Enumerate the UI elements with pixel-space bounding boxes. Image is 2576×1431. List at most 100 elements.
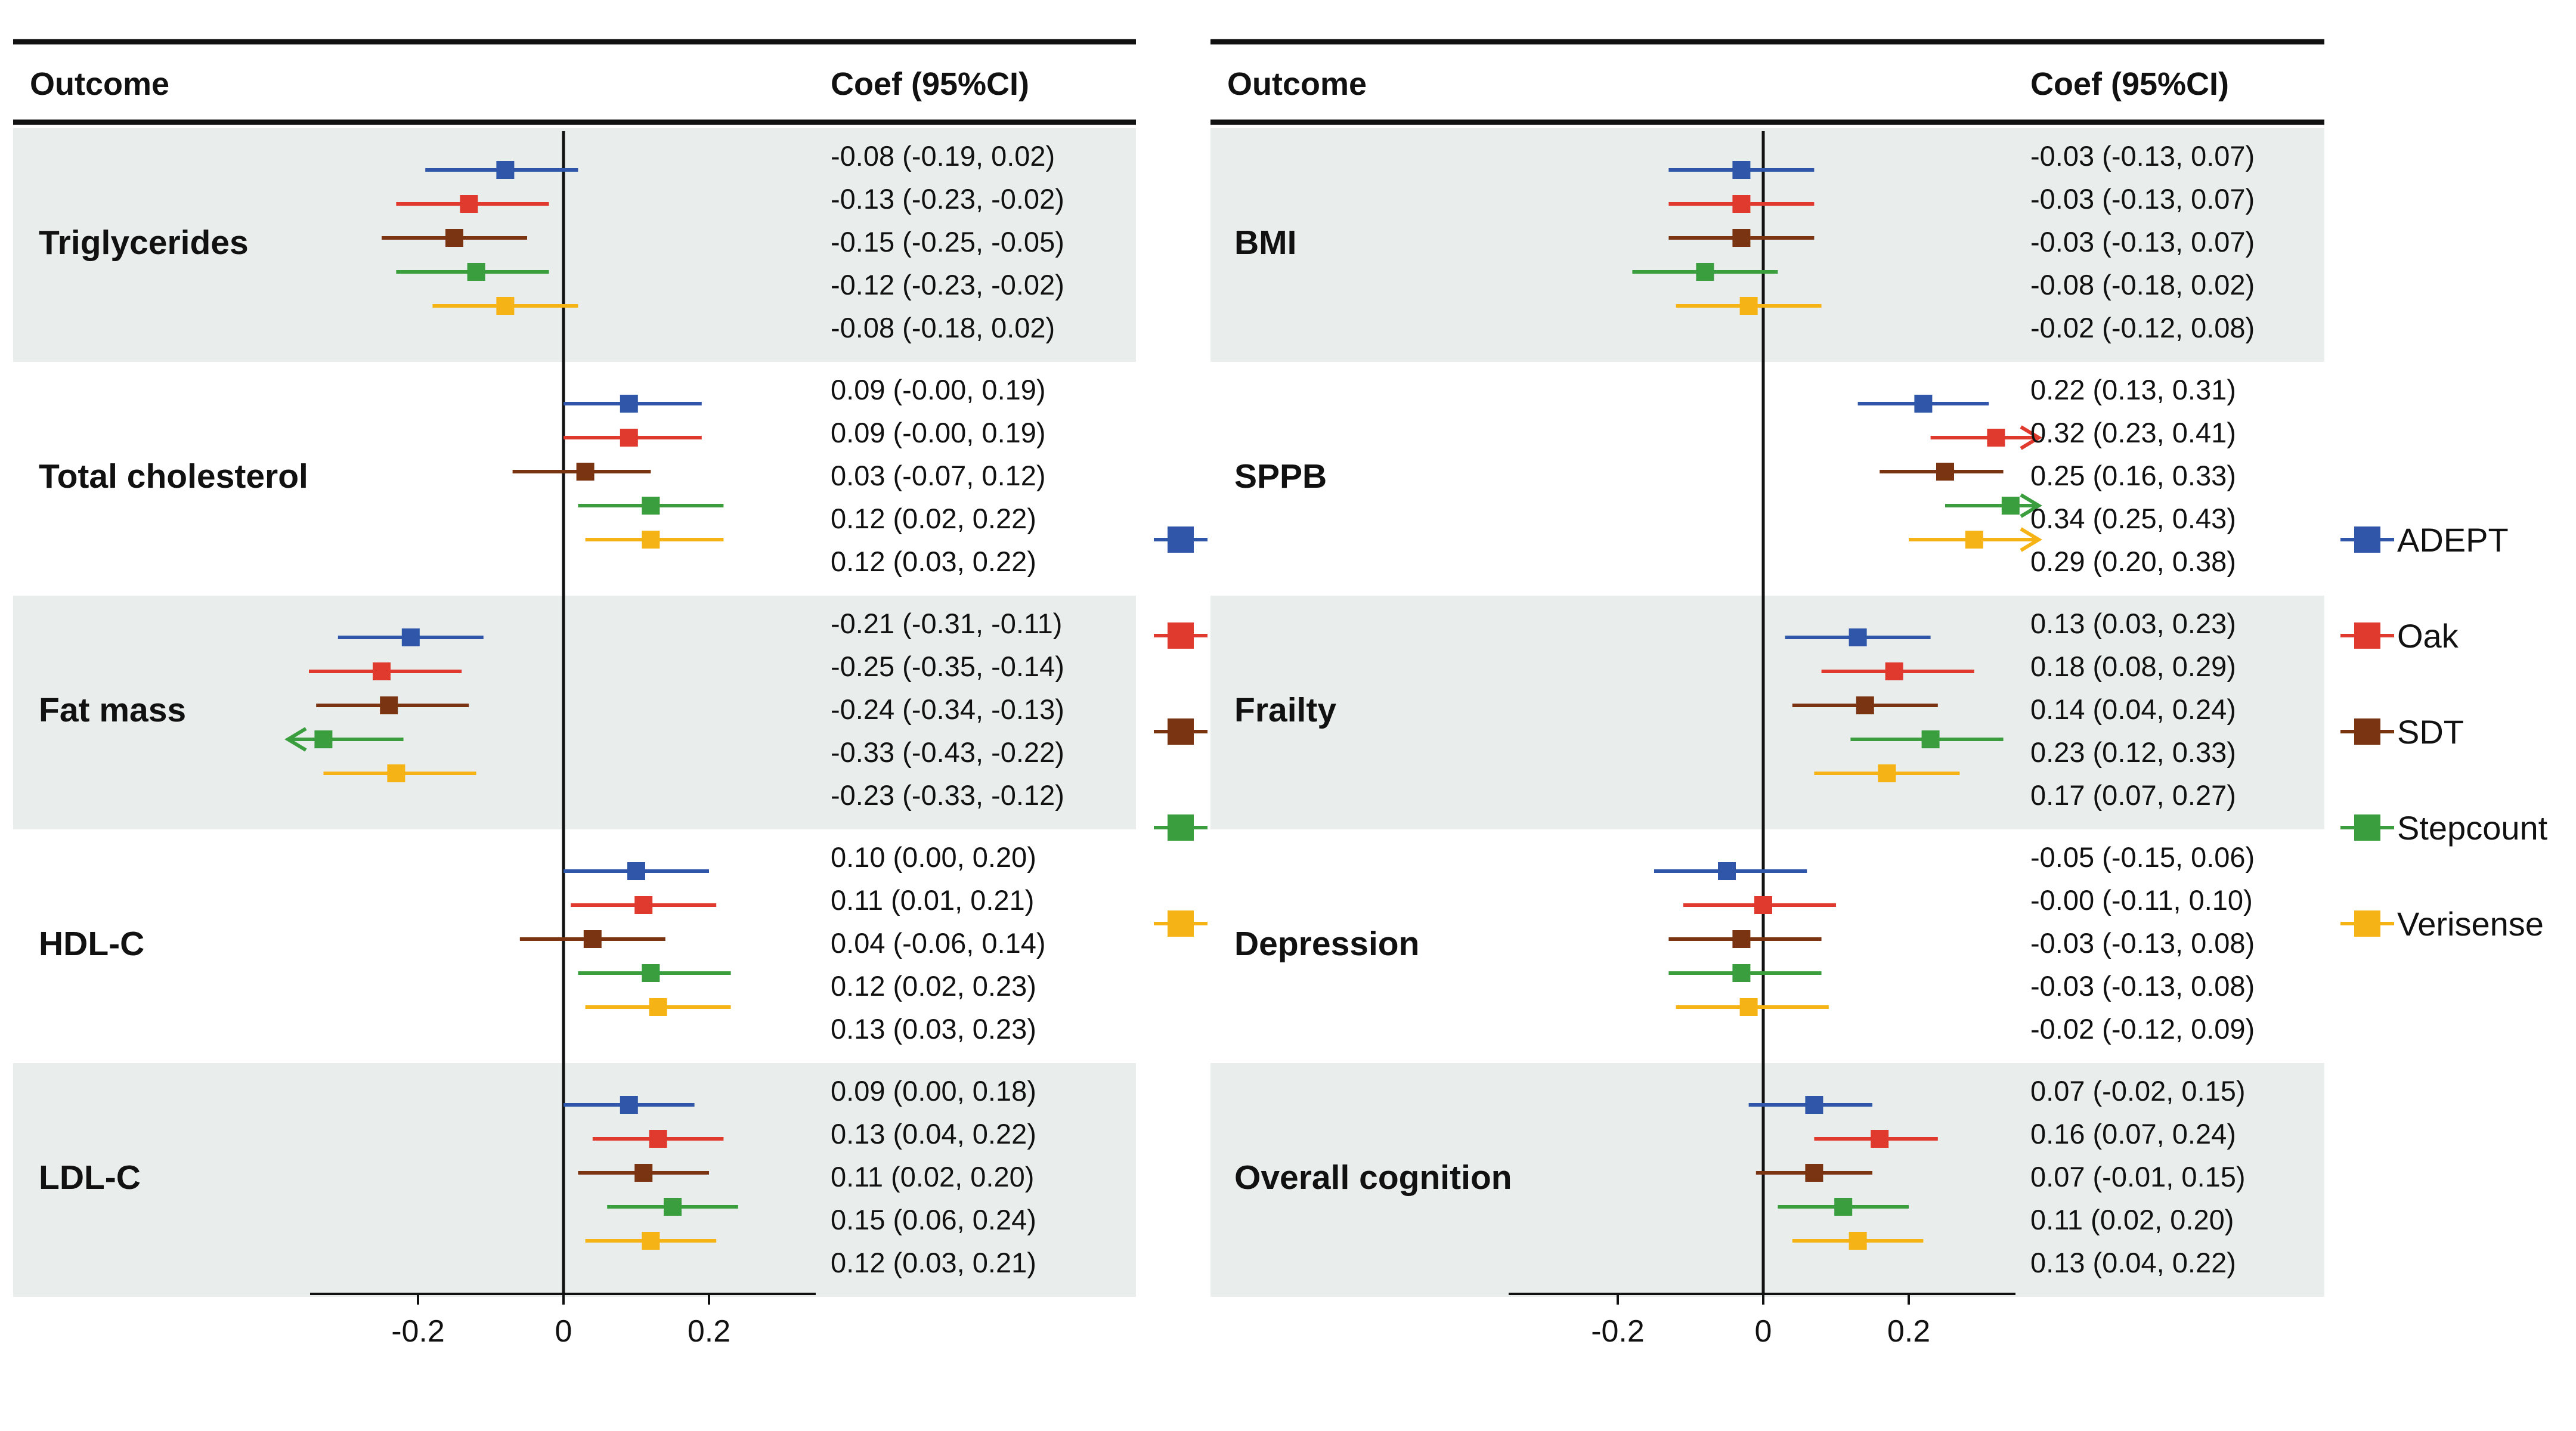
- coef-label: 0.32 (0.23, 0.41): [2030, 417, 2236, 448]
- point-estimate: [642, 531, 660, 549]
- coef-label: -0.13 (-0.23, -0.02): [831, 183, 1064, 215]
- outcome-label: BMI: [1234, 224, 1296, 262]
- ci-stepcount: [1778, 1198, 1909, 1216]
- point-estimate: [649, 1130, 667, 1148]
- coef-label: -0.00 (-0.11, 0.10): [2030, 884, 2253, 916]
- legend: ADEPT Oak SDT Stepcount Verisense: [2340, 521, 2548, 943]
- coef-label: 0.11 (0.01, 0.21): [831, 884, 1034, 916]
- point-estimate: [634, 1164, 653, 1182]
- point-estimate: [1914, 395, 1933, 413]
- point-estimate: [1732, 195, 1751, 213]
- ci-verisense: [1814, 764, 1960, 782]
- coef-label: -0.33 (-0.43, -0.22): [831, 736, 1064, 768]
- legend-item-verisense: Verisense: [2340, 905, 2544, 943]
- legend-key-sdt: [1154, 718, 1208, 745]
- point-estimate: [576, 463, 595, 481]
- legend-label: Verisense: [2397, 905, 2544, 943]
- coef-label: 0.12 (0.03, 0.22): [831, 546, 1036, 577]
- point-estimate: [1856, 696, 1874, 714]
- ci-sdt: [1792, 696, 1938, 714]
- ci-verisense: [1909, 527, 2042, 552]
- coef-label: 0.14 (0.04, 0.24): [2030, 693, 2236, 725]
- legend-key-center: [1154, 526, 1208, 937]
- point-estimate: [496, 161, 515, 179]
- ci-adept: [564, 395, 702, 413]
- header-outcome: Outcome: [1227, 66, 1367, 102]
- ci-verisense: [1676, 998, 1829, 1016]
- legend-key-swatch: [1168, 622, 1194, 649]
- ci-verisense: [585, 1232, 717, 1250]
- ci-verisense: [585, 531, 724, 549]
- coef-label: 0.13 (0.04, 0.22): [831, 1118, 1036, 1150]
- point-estimate: [634, 896, 653, 914]
- outcome-ldl-c: LDL-C 0.09 (0.00, 0.18) 0.13 (0.04, 0.22) 0…: [39, 1075, 1036, 1278]
- header-coef: Coef (95%CI): [831, 66, 1029, 102]
- ci-oak: [309, 662, 462, 680]
- legend-swatch: [2354, 526, 2380, 553]
- ci-oak: [1668, 195, 1815, 213]
- point-estimate: [1871, 1130, 1889, 1148]
- ci-stepcount: [1850, 730, 2004, 748]
- coef-label: -0.24 (-0.34, -0.13): [831, 693, 1064, 725]
- ci-sdt: [1668, 229, 1815, 247]
- outcome-hdl-c: HDL-C 0.10 (0.00, 0.20) 0.11 (0.01, 0.21) 0…: [39, 841, 1046, 1045]
- legend-key-verisense: [1154, 910, 1208, 937]
- outcome-band-triglycerides: [13, 128, 1136, 362]
- point-estimate: [1849, 628, 1867, 646]
- x-tick-label: 0.2: [688, 1314, 730, 1349]
- coef-label: 0.13 (0.03, 0.23): [831, 1013, 1036, 1045]
- x-tick-label: 0: [1755, 1314, 1772, 1349]
- ci-verisense: [1792, 1232, 1924, 1250]
- legend-swatch: [2354, 910, 2380, 937]
- point-estimate: [1885, 662, 1903, 680]
- ci-verisense: [585, 998, 731, 1016]
- outcome-total-cholesterol: Total cholesterol 0.09 (-0.00, 0.19) 0.09 …: [39, 374, 1046, 577]
- outcome-label: Total cholesterol: [39, 457, 308, 495]
- coef-label: 0.22 (0.13, 0.31): [2030, 374, 2236, 405]
- legend-item-stepcount: Stepcount: [2340, 809, 2548, 847]
- x-tick-label: 0: [555, 1314, 572, 1349]
- legend-key-swatch: [1168, 814, 1194, 841]
- coef-label: 0.04 (-0.06, 0.14): [831, 927, 1046, 959]
- point-estimate: [642, 964, 660, 982]
- ci-stepcount: [1668, 964, 1822, 982]
- outcome-label: Depression: [1234, 925, 1419, 963]
- point-estimate: [1878, 764, 1896, 782]
- ci-arrow-left: [284, 727, 307, 752]
- outcome-label: Frailty: [1234, 691, 1336, 729]
- point-estimate: [467, 263, 485, 281]
- point-estimate: [1805, 1164, 1823, 1182]
- point-estimate: [373, 662, 391, 680]
- point-estimate: [649, 998, 667, 1016]
- outcome-frailty: Frailty 0.13 (0.03, 0.23) 0.18 (0.08, 0.29…: [1234, 608, 2236, 811]
- ci-adept: [564, 862, 709, 880]
- legend-label: Oak: [2397, 617, 2459, 655]
- coef-label: -0.02 (-0.12, 0.08): [2030, 312, 2255, 343]
- point-estimate: [387, 764, 405, 782]
- coef-label: -0.12 (-0.23, -0.02): [831, 269, 1064, 301]
- ci-stepcount: [1945, 493, 2042, 518]
- point-estimate: [445, 229, 463, 247]
- coef-label: -0.25 (-0.35, -0.14): [831, 651, 1064, 682]
- point-estimate: [583, 930, 602, 948]
- coef-label: 0.10 (0.00, 0.20): [831, 841, 1036, 873]
- outcome-label: Overall cognition: [1234, 1159, 1512, 1197]
- legend-swatch: [2354, 718, 2380, 745]
- legend-key-swatch: [1168, 526, 1194, 553]
- ci-oak: [1683, 896, 1836, 914]
- point-estimate: [664, 1198, 682, 1216]
- point-estimate: [2001, 497, 2020, 515]
- outcome-band-fat-mass: [13, 596, 1136, 829]
- ci-oak: [564, 429, 702, 447]
- ci-oak: [396, 195, 549, 213]
- x-tick-label: 0.2: [1887, 1314, 1930, 1349]
- coef-label: -0.23 (-0.33, -0.12): [831, 779, 1064, 811]
- coef-label: 0.03 (-0.07, 0.12): [831, 460, 1046, 491]
- outcome-label: HDL-C: [39, 925, 144, 963]
- coef-label: 0.25 (0.16, 0.33): [2030, 460, 2236, 491]
- header-coef: Coef (95%CI): [2030, 66, 2229, 102]
- point-estimate: [496, 297, 515, 315]
- legend-item-sdt: SDT: [2340, 713, 2464, 751]
- point-estimate: [620, 1096, 638, 1114]
- coef-label: 0.23 (0.12, 0.33): [2030, 736, 2236, 768]
